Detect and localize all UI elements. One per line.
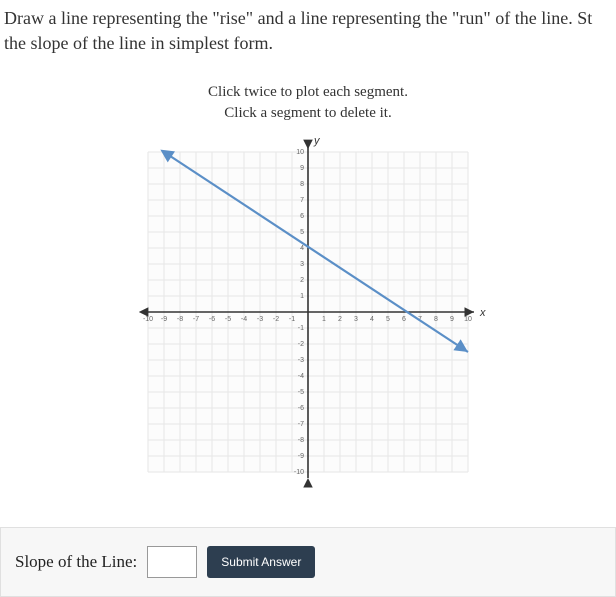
submit-button[interactable]: Submit Answer xyxy=(207,546,315,578)
svg-text:5: 5 xyxy=(300,229,304,236)
svg-text:8: 8 xyxy=(434,316,438,323)
answer-label: Slope of the Line: xyxy=(15,552,137,572)
svg-text:-4: -4 xyxy=(298,373,304,380)
svg-text:2: 2 xyxy=(300,277,304,284)
svg-text:6: 6 xyxy=(402,316,406,323)
question-text: Draw a line representing the "rise" and … xyxy=(0,0,616,64)
svg-text:8: 8 xyxy=(300,181,304,188)
coordinate-plane[interactable]: -10 -9 -8 -7 -6 -5 -4 -3 -2 -1 1 2 3 4 5 6 7 8 9 10 -10 -9 -8 -… xyxy=(128,132,488,492)
svg-text:10: 10 xyxy=(296,149,304,156)
svg-text:-2: -2 xyxy=(298,341,304,348)
svg-text:-7: -7 xyxy=(193,316,199,323)
svg-text:-5: -5 xyxy=(298,389,304,396)
svg-text:y: y xyxy=(313,135,321,147)
svg-text:x: x xyxy=(479,307,486,319)
svg-text:-10: -10 xyxy=(294,469,304,476)
svg-text:-3: -3 xyxy=(257,316,263,323)
svg-text:4: 4 xyxy=(370,316,374,323)
graph-container: -10 -9 -8 -7 -6 -5 -4 -3 -2 -1 1 2 3 4 5 6 7 8 9 10 -10 -9 -8 -… xyxy=(128,132,488,497)
svg-text:-4: -4 xyxy=(241,316,247,323)
svg-text:4: 4 xyxy=(300,245,304,252)
instruction-line2: Click a segment to delete it. xyxy=(224,105,391,121)
svg-text:-1: -1 xyxy=(289,316,295,323)
svg-text:9: 9 xyxy=(450,316,454,323)
svg-text:6: 6 xyxy=(300,213,304,220)
svg-text:3: 3 xyxy=(300,261,304,268)
svg-text:1: 1 xyxy=(322,316,326,323)
instruction-line1: Click twice to plot each segment. xyxy=(208,84,408,100)
svg-text:-9: -9 xyxy=(161,316,167,323)
slope-input[interactable] xyxy=(147,546,197,578)
svg-text:-10: -10 xyxy=(143,316,153,323)
svg-text:3: 3 xyxy=(354,316,358,323)
svg-text:10: 10 xyxy=(464,316,472,323)
svg-text:1: 1 xyxy=(300,293,304,300)
svg-text:-9: -9 xyxy=(298,453,304,460)
svg-text:-3: -3 xyxy=(298,357,304,364)
svg-text:-1: -1 xyxy=(298,325,304,332)
svg-text:9: 9 xyxy=(300,165,304,172)
svg-text:2: 2 xyxy=(338,316,342,323)
svg-text:5: 5 xyxy=(386,316,390,323)
svg-text:-2: -2 xyxy=(273,316,279,323)
graph-instruction: Click twice to plot each segment. Click … xyxy=(0,82,616,124)
svg-text:-7: -7 xyxy=(298,421,304,428)
svg-text:-8: -8 xyxy=(298,437,304,444)
question-line1: Draw a line representing the "rise" and … xyxy=(4,8,592,28)
answer-bar: Slope of the Line: Submit Answer xyxy=(0,527,616,597)
svg-text:-8: -8 xyxy=(177,316,183,323)
svg-text:-6: -6 xyxy=(298,405,304,412)
question-line2: the slope of the line in simplest form. xyxy=(4,33,273,53)
svg-text:7: 7 xyxy=(300,197,304,204)
svg-text:-6: -6 xyxy=(209,316,215,323)
svg-text:-5: -5 xyxy=(225,316,231,323)
